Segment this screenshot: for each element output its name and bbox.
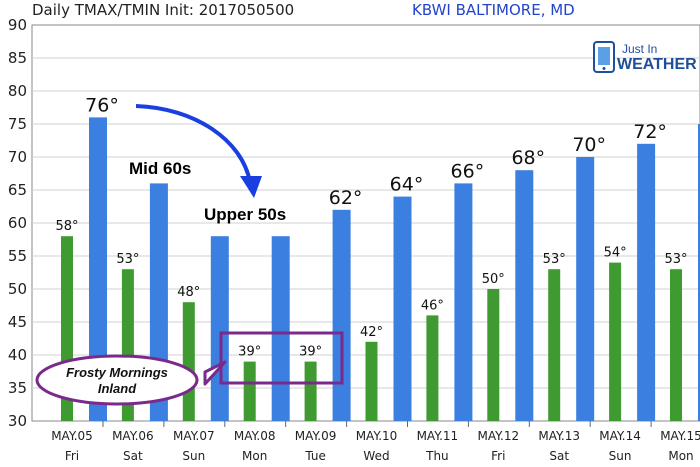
upper-50s-note: Upper 50s xyxy=(204,205,286,224)
logo-line-1: Just In xyxy=(622,42,657,56)
x-day-label: Sat xyxy=(549,449,569,463)
frost-callout-line-2: Inland xyxy=(98,381,137,396)
tmin-data-label: 58° xyxy=(55,219,78,234)
frost-callout-line-1: Frosty Mornings xyxy=(66,365,168,380)
x-date-label: MAY.06 xyxy=(112,429,154,443)
bar-series xyxy=(61,117,700,422)
x-date-label: MAY.10 xyxy=(356,429,398,443)
y-tick-label: 90 xyxy=(8,16,27,34)
x-date-label: MAY.08 xyxy=(234,429,276,443)
tmax-bar xyxy=(576,157,595,421)
tmax-bar xyxy=(210,236,229,421)
y-tick-label: 50 xyxy=(8,280,27,298)
station-name: KBWI BALTIMORE, MD xyxy=(412,1,575,19)
tmax-data-label: 66° xyxy=(451,160,485,182)
x-day-label: Mon xyxy=(242,449,267,463)
x-day-label: Tue xyxy=(304,449,326,463)
tmin-data-label: 48° xyxy=(177,285,200,300)
x-day-label: Sun xyxy=(182,449,205,463)
x-day-label: Sun xyxy=(609,449,632,463)
frost-highlight-box xyxy=(219,331,344,385)
x-day-label: Sat xyxy=(123,449,143,463)
x-date-label: MAY.13 xyxy=(538,429,580,443)
y-tick-label: 65 xyxy=(8,181,27,199)
x-date-label: MAY.15 xyxy=(660,429,700,443)
tmax-bar xyxy=(332,209,351,421)
tmin-bar xyxy=(365,341,378,421)
x-day-label: Fri xyxy=(65,449,79,463)
tmin-bar xyxy=(426,315,439,421)
y-tick-label: 75 xyxy=(8,115,27,133)
tmin-bar xyxy=(182,302,195,421)
tmin-data-label: 50° xyxy=(482,272,505,287)
tmax-data-label: 70° xyxy=(572,134,606,156)
tmin-data-label: 39° xyxy=(238,345,261,360)
tmax-bar xyxy=(515,170,534,421)
tmin-bar xyxy=(121,269,134,421)
tmax-bar xyxy=(698,124,700,421)
tmin-data-label: 53° xyxy=(116,252,139,267)
chart-title: Daily TMAX/TMIN Init: 2017050500 xyxy=(32,1,294,19)
tmin-bar xyxy=(487,289,500,421)
tmin-bar xyxy=(243,361,256,421)
tmin-data-label: 54° xyxy=(604,246,627,261)
just-in-weather-logo: Just In WEATHER xyxy=(593,41,697,73)
tmax-bar xyxy=(393,196,412,421)
y-tick-label: 70 xyxy=(8,148,27,166)
tmax-data-label: 62° xyxy=(329,187,363,209)
mid-60s-note: Mid 60s xyxy=(129,159,191,178)
x-date-label: MAY.12 xyxy=(477,429,519,443)
x-day-label: Wed xyxy=(363,449,389,463)
tmin-bar xyxy=(304,361,317,421)
x-date-label: MAY.14 xyxy=(599,429,641,443)
tmax-bar xyxy=(89,117,107,422)
tmax-data-label: 76° xyxy=(85,94,119,116)
tmin-bar xyxy=(609,262,622,421)
tmax-bar xyxy=(271,236,290,421)
y-tick-label: 80 xyxy=(8,82,27,100)
trend-arrow xyxy=(135,104,262,198)
x-date-label: MAY.11 xyxy=(417,429,459,443)
tmin-data-label: 46° xyxy=(421,298,444,313)
tmin-bar xyxy=(670,269,682,421)
y-tick-label: 40 xyxy=(8,346,27,364)
logo-line-2: WEATHER xyxy=(617,56,697,73)
tmax-data-label: 72° xyxy=(633,121,667,143)
x-axis: MAY.05 Fri MAY.06 Sat MAY.07 Sun MAY.08 Mon MAY.… xyxy=(51,421,700,463)
y-tick-label: 30 xyxy=(8,412,27,430)
tmax-bar xyxy=(637,143,656,422)
y-tick-label: 35 xyxy=(8,379,27,397)
y-axis: 90 85 80 75 70 65 60 55 50 45 40 35 30 xyxy=(8,16,27,430)
x-day-label: Mon xyxy=(668,449,693,463)
tmin-bar xyxy=(548,269,561,421)
y-tick-label: 85 xyxy=(8,49,27,67)
y-tick-label: 45 xyxy=(8,313,27,331)
tmin-data-label: 53° xyxy=(543,252,566,267)
tmax-data-label: 68° xyxy=(511,147,545,169)
frost-callout: Frosty Mornings Inland xyxy=(35,354,227,406)
tmax-bar xyxy=(454,183,473,421)
tmin-data-label: 53° xyxy=(664,252,687,267)
bar-labels: 58° 76° 53° 48° 39° 39° 62° 42° 64° 46° 66° 50° 68° 5… xyxy=(55,94,687,359)
tmax-data-label: 64° xyxy=(390,174,424,196)
x-day-label: Thu xyxy=(425,449,449,463)
tmin-data-label: 39° xyxy=(299,345,322,360)
tmin-data-label: 42° xyxy=(360,325,383,340)
x-date-label: MAY.09 xyxy=(295,429,337,443)
x-date-label: MAY.05 xyxy=(51,429,93,443)
x-day-label: Fri xyxy=(491,449,505,463)
phone-icon xyxy=(593,41,615,73)
x-date-label: MAY.07 xyxy=(173,429,215,443)
y-tick-label: 60 xyxy=(8,214,27,232)
y-tick-label: 55 xyxy=(8,247,27,265)
